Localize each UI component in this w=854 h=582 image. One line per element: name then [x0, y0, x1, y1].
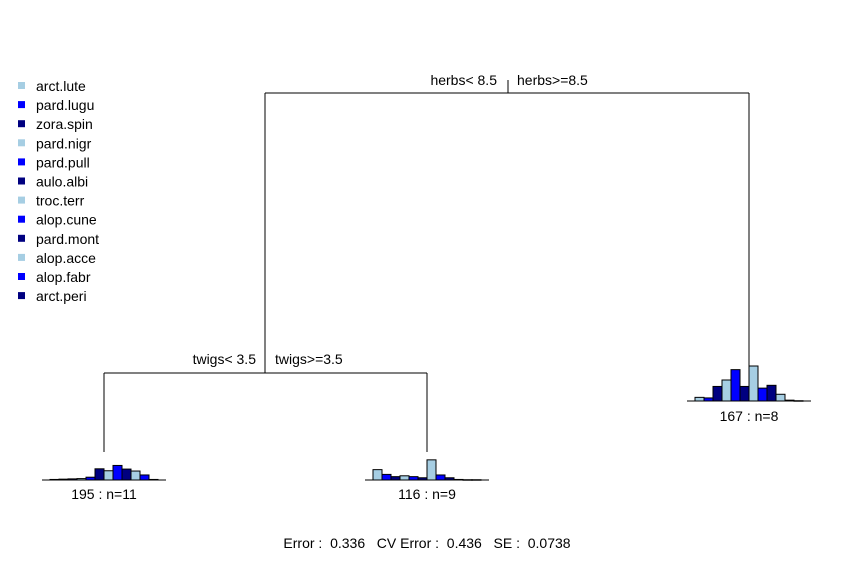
leaf-bar [721, 379, 732, 402]
leaf-bar [426, 459, 437, 481]
legend-swatch [18, 82, 25, 89]
left-left-split-label: twigs< 3.5 [193, 351, 257, 367]
root-split: herbs< 8.5 herbs>=8.5 [264, 72, 750, 373]
leaf-bar [757, 387, 768, 402]
error-summary: Error : 0.336 CV Error : 0.436 SE : 0.07… [283, 535, 570, 551]
legend-label: pard.nigr [36, 135, 92, 151]
legend-swatch [18, 196, 25, 204]
leaf-node: 116 : n=9 [365, 459, 489, 502]
leaf-bar [694, 396, 705, 402]
leaf-bar [121, 468, 132, 481]
legend-swatch [18, 158, 25, 166]
leaf-bar [372, 469, 383, 481]
legend-label: alop.acce [36, 250, 96, 266]
legend-label: pard.pull [36, 154, 90, 170]
leaf-bar [130, 470, 141, 481]
legend-swatch [18, 215, 25, 223]
legend-label: alop.fabr [36, 269, 91, 285]
leaf-bar [766, 384, 777, 402]
leaf-bar [112, 464, 123, 481]
legend: arct.lute pard.lugu zora.spin pard.nigr pard… [18, 78, 99, 304]
legend-swatch [18, 273, 25, 280]
legend-swatch [18, 101, 25, 109]
leaf-bar [103, 470, 114, 481]
leaf-label: 167 : n=8 [720, 408, 779, 424]
legend-label: arct.lute [36, 78, 86, 94]
legend-swatch [18, 253, 25, 261]
leaf-bar [748, 365, 759, 402]
leaf-bar [408, 476, 419, 481]
legend-label: arct.peri [36, 288, 87, 304]
left-split: twigs< 3.5 twigs>=3.5 [103, 351, 428, 452]
left-right-split-label: twigs>=3.5 [275, 351, 343, 367]
leaf-bar [94, 468, 105, 481]
legend-swatch [18, 120, 25, 128]
leaf-bar [435, 474, 446, 481]
legend-label: pard.mont [36, 231, 99, 247]
leaf-label: 195 : n=11 [71, 486, 137, 502]
legend-swatch [18, 139, 25, 147]
legend-label: alop.cune [36, 212, 97, 228]
legend-label: pard.lugu [36, 97, 94, 113]
root-right-split-label: herbs>=8.5 [517, 72, 588, 88]
leaf-bar [399, 475, 410, 481]
leaf-bar [381, 473, 392, 481]
leaf-bar [390, 476, 401, 481]
leaf-label: 116 : n=9 [398, 486, 456, 502]
leaf-bar [775, 393, 786, 402]
legend-label: aulo.albi [36, 174, 88, 190]
legend-swatch [18, 234, 25, 242]
root-left-split-label: herbs< 8.5 [430, 72, 497, 88]
leaf-node: 167 : n=8 [687, 365, 811, 424]
leaf-node: 195 : n=11 [42, 464, 166, 502]
leaf-bar [739, 385, 750, 402]
leaf-bar [712, 385, 723, 402]
legend-label: zora.spin [36, 116, 93, 132]
legend-swatch [18, 292, 25, 300]
leaf-bar [139, 474, 150, 481]
leaf-bar [730, 369, 741, 402]
legend-label: troc.terr [36, 193, 85, 209]
legend-swatch [18, 177, 25, 185]
